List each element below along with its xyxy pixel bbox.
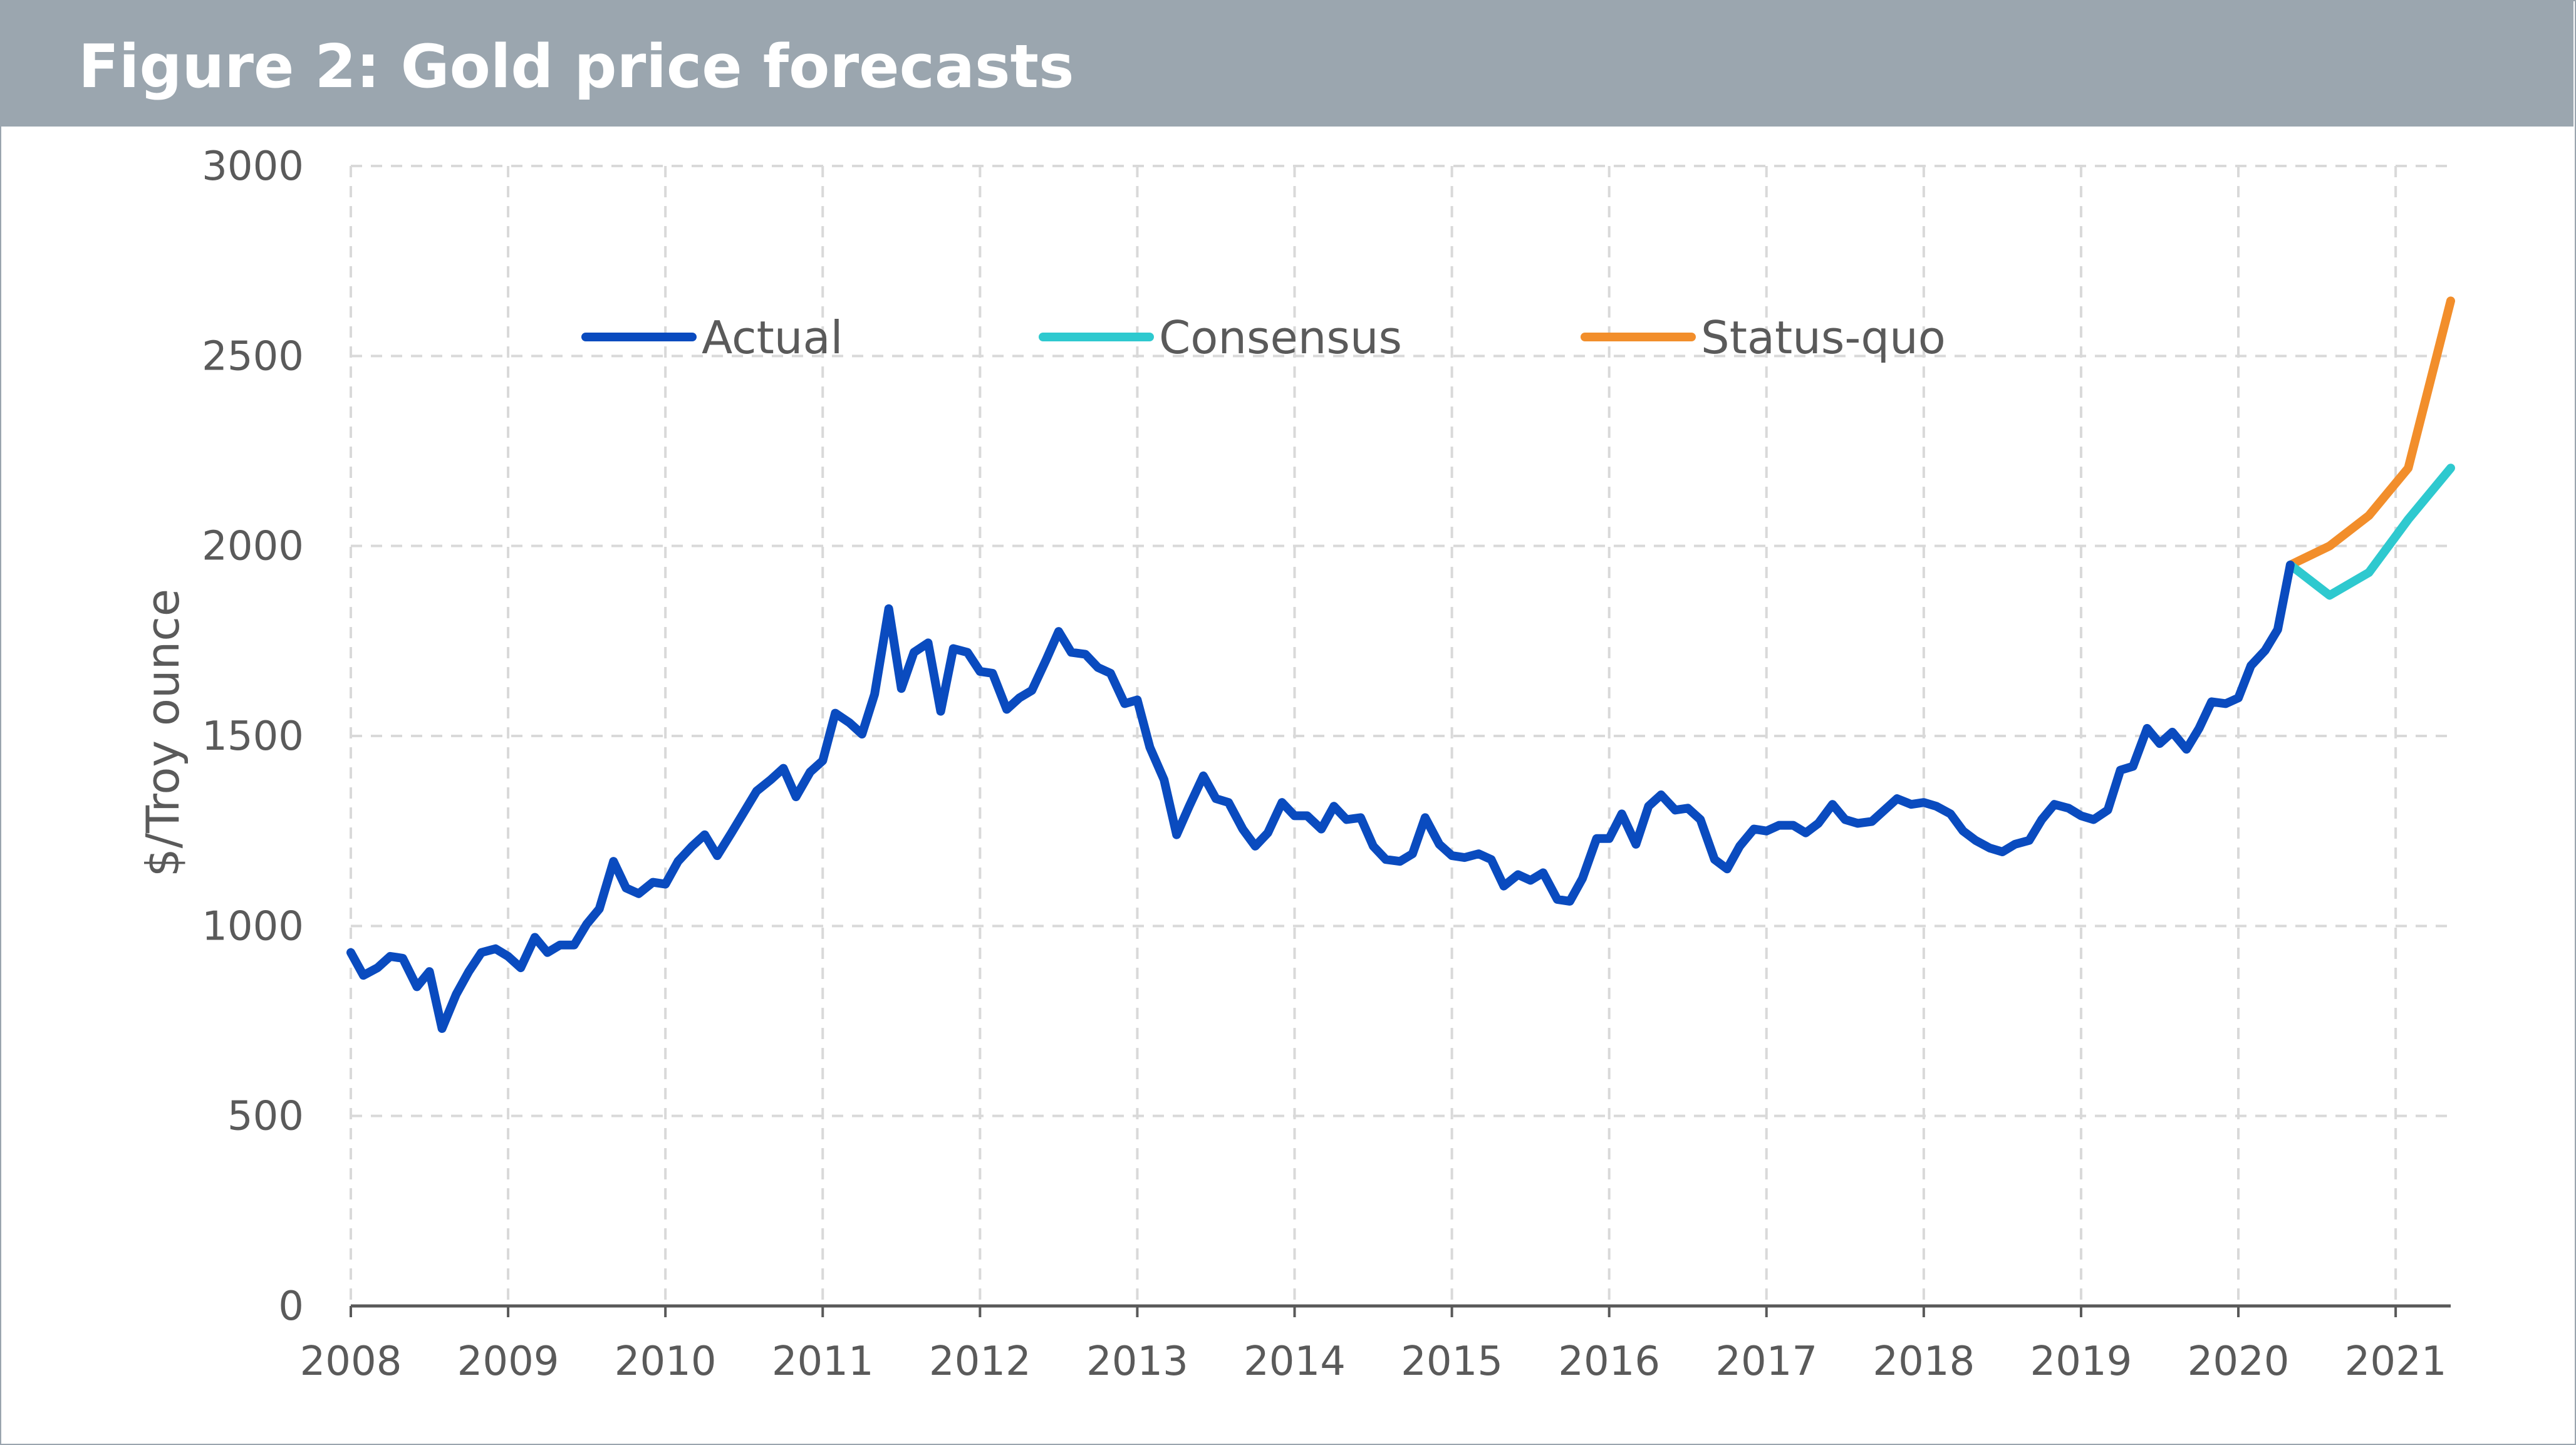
- y-tick-label: 2000: [202, 524, 304, 570]
- legend-label: Status-quo: [1701, 311, 1946, 364]
- y-tick-label: 500: [227, 1094, 304, 1140]
- y-tick-label: 3000: [202, 143, 304, 190]
- x-tick-label: 2016: [1558, 1339, 1660, 1385]
- x-tick-label: 2017: [1715, 1339, 1817, 1385]
- y-tick-label: 1500: [202, 713, 304, 760]
- x-tick-label: 2011: [772, 1339, 874, 1385]
- x-tick-label: 2010: [615, 1339, 717, 1385]
- y-tick-label: 0: [278, 1283, 304, 1330]
- y-tick-label: 2500: [202, 333, 304, 380]
- x-tick-label: 2019: [2030, 1339, 2132, 1385]
- x-tick-label: 2009: [457, 1339, 559, 1385]
- series-line-status-quo: [2285, 296, 2455, 569]
- x-tick-label: 2013: [1086, 1339, 1188, 1385]
- legend-label: Consensus: [1159, 311, 1402, 364]
- y-axis-label: $/Troy ounce: [137, 589, 189, 877]
- title-bar: Figure 2: Gold price forecasts: [0, 0, 2573, 127]
- legend-label: Actual: [702, 311, 843, 364]
- figure-title: Figure 2: Gold price forecasts: [78, 33, 1074, 101]
- series-layer: [346, 296, 2455, 1033]
- grid-layer: [350, 165, 2451, 1306]
- series-line-actual: [346, 561, 2295, 1033]
- x-tick-label: 2018: [1872, 1339, 1975, 1385]
- x-tick-label: 2015: [1401, 1339, 1503, 1385]
- y-tick-label: 1000: [202, 903, 304, 950]
- x-tick-label: 2020: [2188, 1339, 2290, 1385]
- x-tick-label: 2014: [1244, 1339, 1346, 1385]
- series-line-consensus: [2285, 464, 2455, 600]
- axis-layer: 0 500 1000 1500 2000 2500 3000 2008 2009 2010 2011…: [202, 143, 2451, 1385]
- x-tick-label: 2012: [929, 1339, 1031, 1385]
- x-tick-label: 2021: [2345, 1339, 2447, 1385]
- legend: Actual Consensus Status-quo: [581, 311, 1946, 364]
- x-tick-label: 2008: [300, 1339, 402, 1385]
